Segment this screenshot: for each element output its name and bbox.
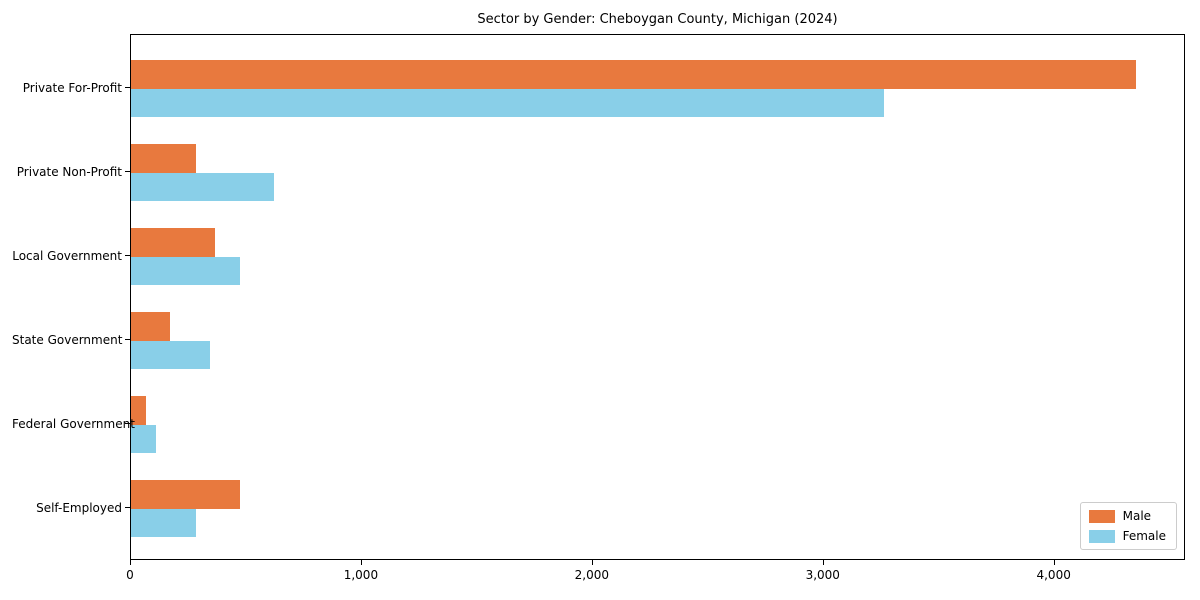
chart-title: Sector by Gender: Cheboygan County, Mich… — [477, 12, 838, 27]
bar-male-6 — [131, 480, 240, 509]
legend-item-male: Male — [1088, 509, 1166, 523]
x-tick-mark — [822, 560, 824, 565]
bar-female-3 — [131, 256, 240, 285]
male-series-swatch-icon — [1088, 509, 1115, 523]
y-tick-mark — [125, 170, 130, 173]
y-tick-mark — [125, 338, 130, 341]
x-tick-label: 0 — [126, 568, 134, 582]
bar-female-4 — [131, 340, 210, 369]
bar-female-5 — [131, 424, 157, 453]
y-tick-label: Private For-Profit — [22, 80, 122, 95]
female-series-swatch-icon — [1088, 529, 1115, 543]
y-tick-label: Local Government — [12, 248, 122, 263]
bar-male-2 — [131, 144, 196, 173]
y-tick-mark — [125, 506, 130, 509]
bar-female-6 — [131, 508, 196, 537]
bar-male-4 — [131, 312, 171, 341]
x-tick-mark — [591, 560, 594, 565]
x-tick-label: 3,000 — [805, 568, 840, 582]
bar-male-3 — [131, 228, 216, 257]
x-tick-label: 2,000 — [574, 568, 609, 582]
y-tick-mark — [125, 86, 130, 89]
bar-male-5 — [131, 396, 146, 425]
x-tick-mark — [130, 560, 132, 565]
legend-label-female: Female — [1122, 529, 1166, 543]
y-tick-label: Private Non-Profit — [16, 164, 122, 179]
x-tick-label: 1,000 — [343, 568, 379, 582]
y-tick-mark — [125, 422, 130, 425]
legend: Male Female — [1079, 502, 1177, 550]
bar-male-1 — [131, 60, 1136, 89]
legend-label-male: Male — [1122, 509, 1152, 523]
y-tick-label: State Government — [12, 332, 123, 347]
x-tick-mark — [360, 560, 363, 565]
y-tick-mark — [125, 254, 130, 257]
y-tick-label: Self-Employed — [36, 500, 122, 515]
x-tick-label: 4,000 — [1036, 568, 1071, 582]
y-tick-label: Federal Government — [12, 416, 135, 431]
bar-female-2 — [131, 172, 275, 201]
bar-female-1 — [131, 88, 884, 117]
x-tick-mark — [1053, 560, 1055, 565]
plot-area: Male Female — [130, 34, 1185, 560]
legend-item-female: Female — [1088, 529, 1166, 543]
